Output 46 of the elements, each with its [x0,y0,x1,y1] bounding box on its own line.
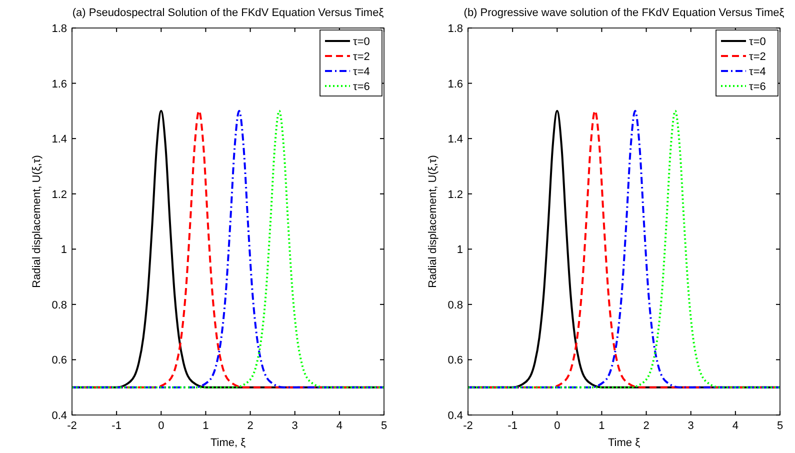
legend-label: τ=6 [353,81,370,93]
x-tick-label: -2 [463,420,473,432]
legend-label: τ=6 [749,81,766,93]
x-tick-label: -1 [508,420,518,432]
legend-label: τ=2 [353,51,370,63]
x-tick-label: 5 [776,420,784,432]
legend-label: τ=4 [353,66,370,78]
x-tick-label: 2 [247,420,254,432]
y-tick-label: 1.6 [52,78,67,90]
y-tick-label: 1.4 [52,134,67,146]
legend-label: τ=0 [749,36,766,48]
y-tick-label: 1.8 [52,23,67,35]
x-axis-title: Time, ξ [210,437,246,449]
y-tick-label: 0.4 [52,410,67,422]
x-tick-label: -1 [112,420,122,432]
legend-label: τ=0 [353,36,370,48]
x-tick-label: -2 [67,420,77,432]
y-axis-title: Radial displacement, U(ξ,τ) [427,155,439,288]
x-tick-label: 1 [202,420,209,432]
x-tick-label: 0 [554,420,560,432]
x-axis-title: Time ξ [608,437,640,449]
y-tick-label: 1.2 [448,188,463,201]
x-tick-label: 3 [292,420,298,432]
x-tick-label: 2 [643,420,650,432]
y-tick-label: 1.2 [52,188,67,201]
y-tick-label: 1 [456,244,463,256]
y-axis-title: Radial displacement, U(ξ,τ) [31,155,43,288]
x-tick-label: 4 [732,420,738,432]
y-tick-label: 0.6 [448,354,463,367]
x-tick-label: 3 [688,420,694,432]
x-tick-label: 0 [158,420,164,432]
chart-title: (a) Pseudospectral Solution of the FKdV Equation Versus Timeξ [72,7,384,19]
y-tick-label: 0.8 [52,299,67,312]
x-tick-label: 4 [336,420,342,432]
x-tick-label: 1 [598,420,605,432]
legend-label: τ=2 [749,51,766,63]
x-tick-label: 5 [380,420,388,432]
y-tick-label: 0.8 [448,299,463,312]
y-tick-label: 1.8 [448,23,463,35]
y-tick-label: 1 [60,244,67,256]
chart-title: (b) Progressive wave solution of the FKdV Equation Versus Timeξ [464,7,784,19]
y-tick-label: 0.6 [52,354,67,367]
y-tick-label: 0.4 [448,410,463,422]
y-tick-label: 1.4 [448,134,463,146]
y-tick-label: 1.6 [448,78,463,90]
legend-label: τ=4 [749,66,766,78]
